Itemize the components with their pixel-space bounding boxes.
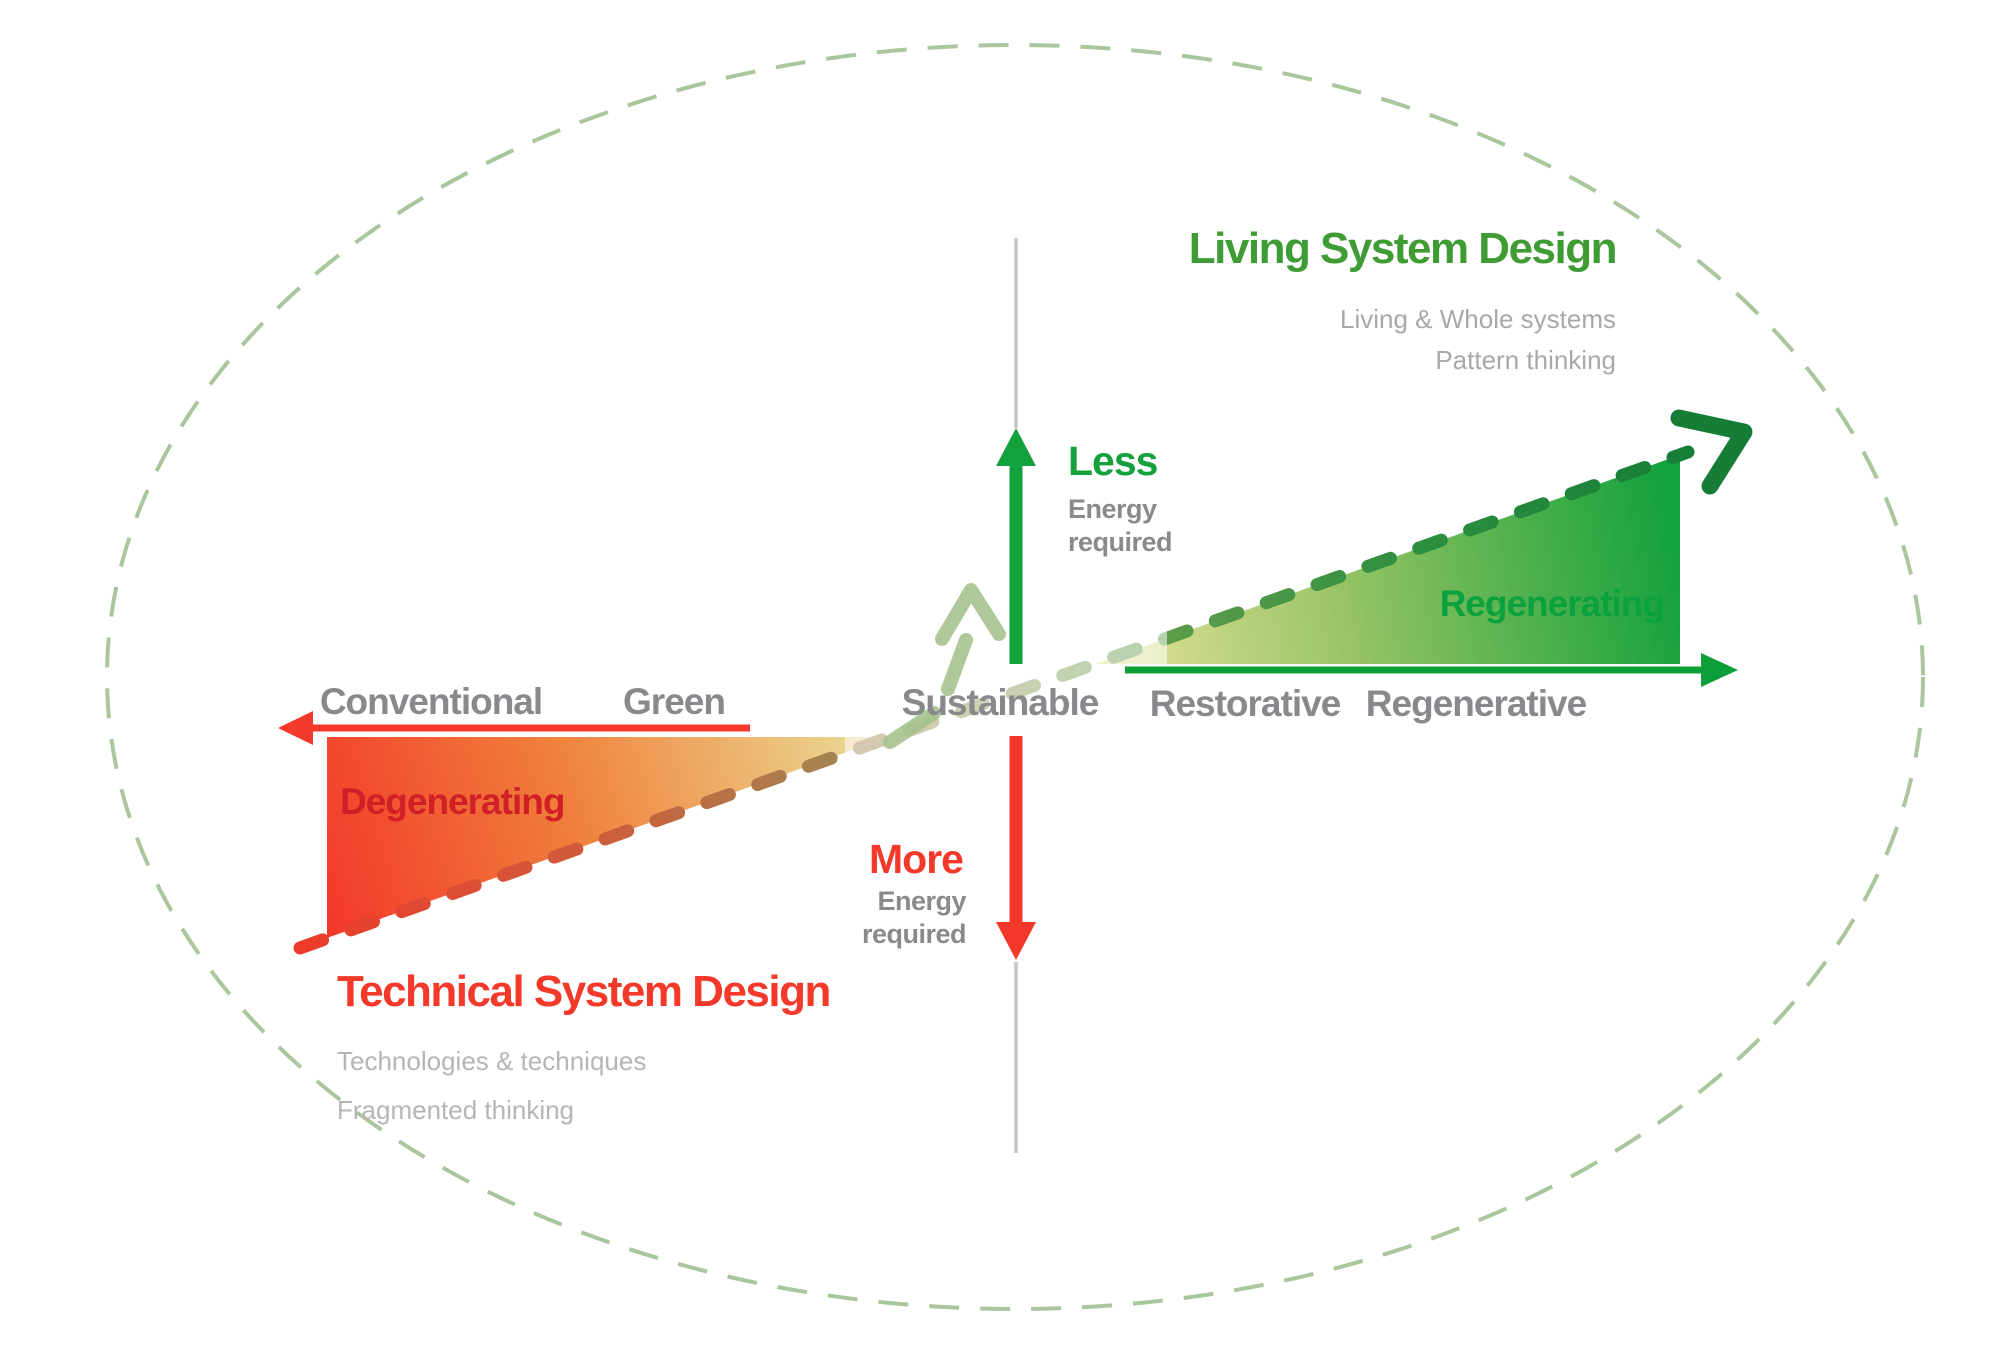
more-energy-line-1: Energy: [877, 886, 966, 916]
down-arrow-head-icon: [996, 922, 1036, 960]
living-system-design-title: Living System Design: [1189, 224, 1616, 273]
living-system-subtitle-2: Pattern thinking: [1435, 345, 1616, 375]
degenerating-label: Degenerating: [340, 781, 564, 822]
regenerating-label: Regenerating: [1440, 583, 1664, 624]
technical-system-subtitle-2: Fragmented thinking: [337, 1095, 574, 1125]
axis-label-regenerative: Regenerative: [1366, 683, 1587, 724]
up-arrow-head-icon: [996, 428, 1036, 466]
ghost-arrow-dash-2: [941, 633, 973, 696]
trajectory-dashed-line: [293, 445, 1695, 955]
whole-systems-boundary-ellipse: [105, 43, 1925, 1311]
more-energy-qualifier: More: [869, 836, 963, 882]
left-axis-arrowhead-icon: [278, 711, 313, 745]
technical-system-design-title: Technical System Design: [337, 967, 830, 1016]
living-system-subtitle-1: Living & Whole systems: [1340, 304, 1616, 334]
axis-label-sustainable: Sustainable: [902, 682, 1099, 723]
technical-system-subtitle-1: Technologies & techniques: [337, 1046, 646, 1076]
axis-label-green: Green: [623, 681, 725, 722]
less-energy-qualifier: Less: [1068, 438, 1158, 484]
right-axis-arrowhead-icon: [1701, 653, 1738, 687]
axis-label-conventional: Conventional: [320, 681, 542, 722]
axis-label-restorative: Restorative: [1150, 683, 1341, 724]
ghost-upturn-arrow: [883, 583, 1006, 749]
trajectory-arrowhead-icon: [1670, 409, 1753, 495]
ghost-arrow-chevron-icon: [935, 583, 1006, 646]
center-fade-wash: [845, 570, 1167, 792]
more-energy-line-2: required: [862, 919, 966, 949]
less-energy-line-2: required: [1068, 527, 1172, 557]
ghost-arrow-dash-1: [883, 706, 941, 749]
less-energy-line-1: Energy: [1068, 494, 1157, 524]
